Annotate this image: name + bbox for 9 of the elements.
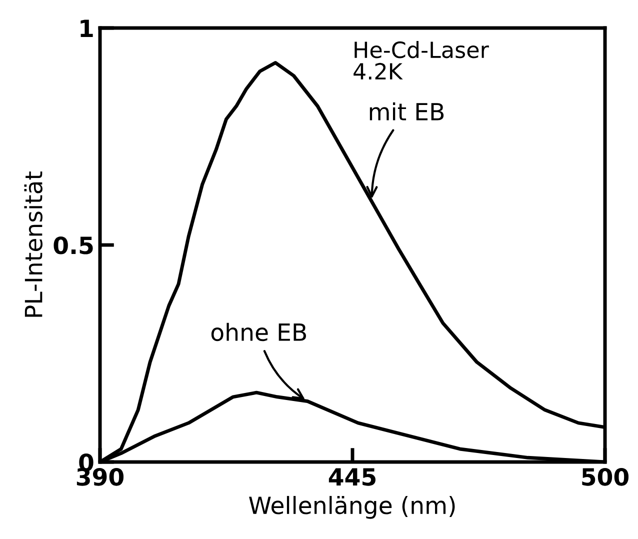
text: ohne EB <box>211 322 306 342</box>
series-label: mit EB <box>370 102 444 120</box>
x-axis-title: Wellenlänge (nm) <box>249 496 455 519</box>
y-tick-label: 1 <box>80 20 93 37</box>
x-tick-label: 500 <box>582 468 629 486</box>
y-axis-title: PL-Intensität <box>24 172 42 317</box>
annotation: He-Cd-Laser 4.2K <box>354 41 489 80</box>
y-tick-label: 0.5 <box>54 236 93 254</box>
x-tick-label: 445 <box>328 468 376 486</box>
